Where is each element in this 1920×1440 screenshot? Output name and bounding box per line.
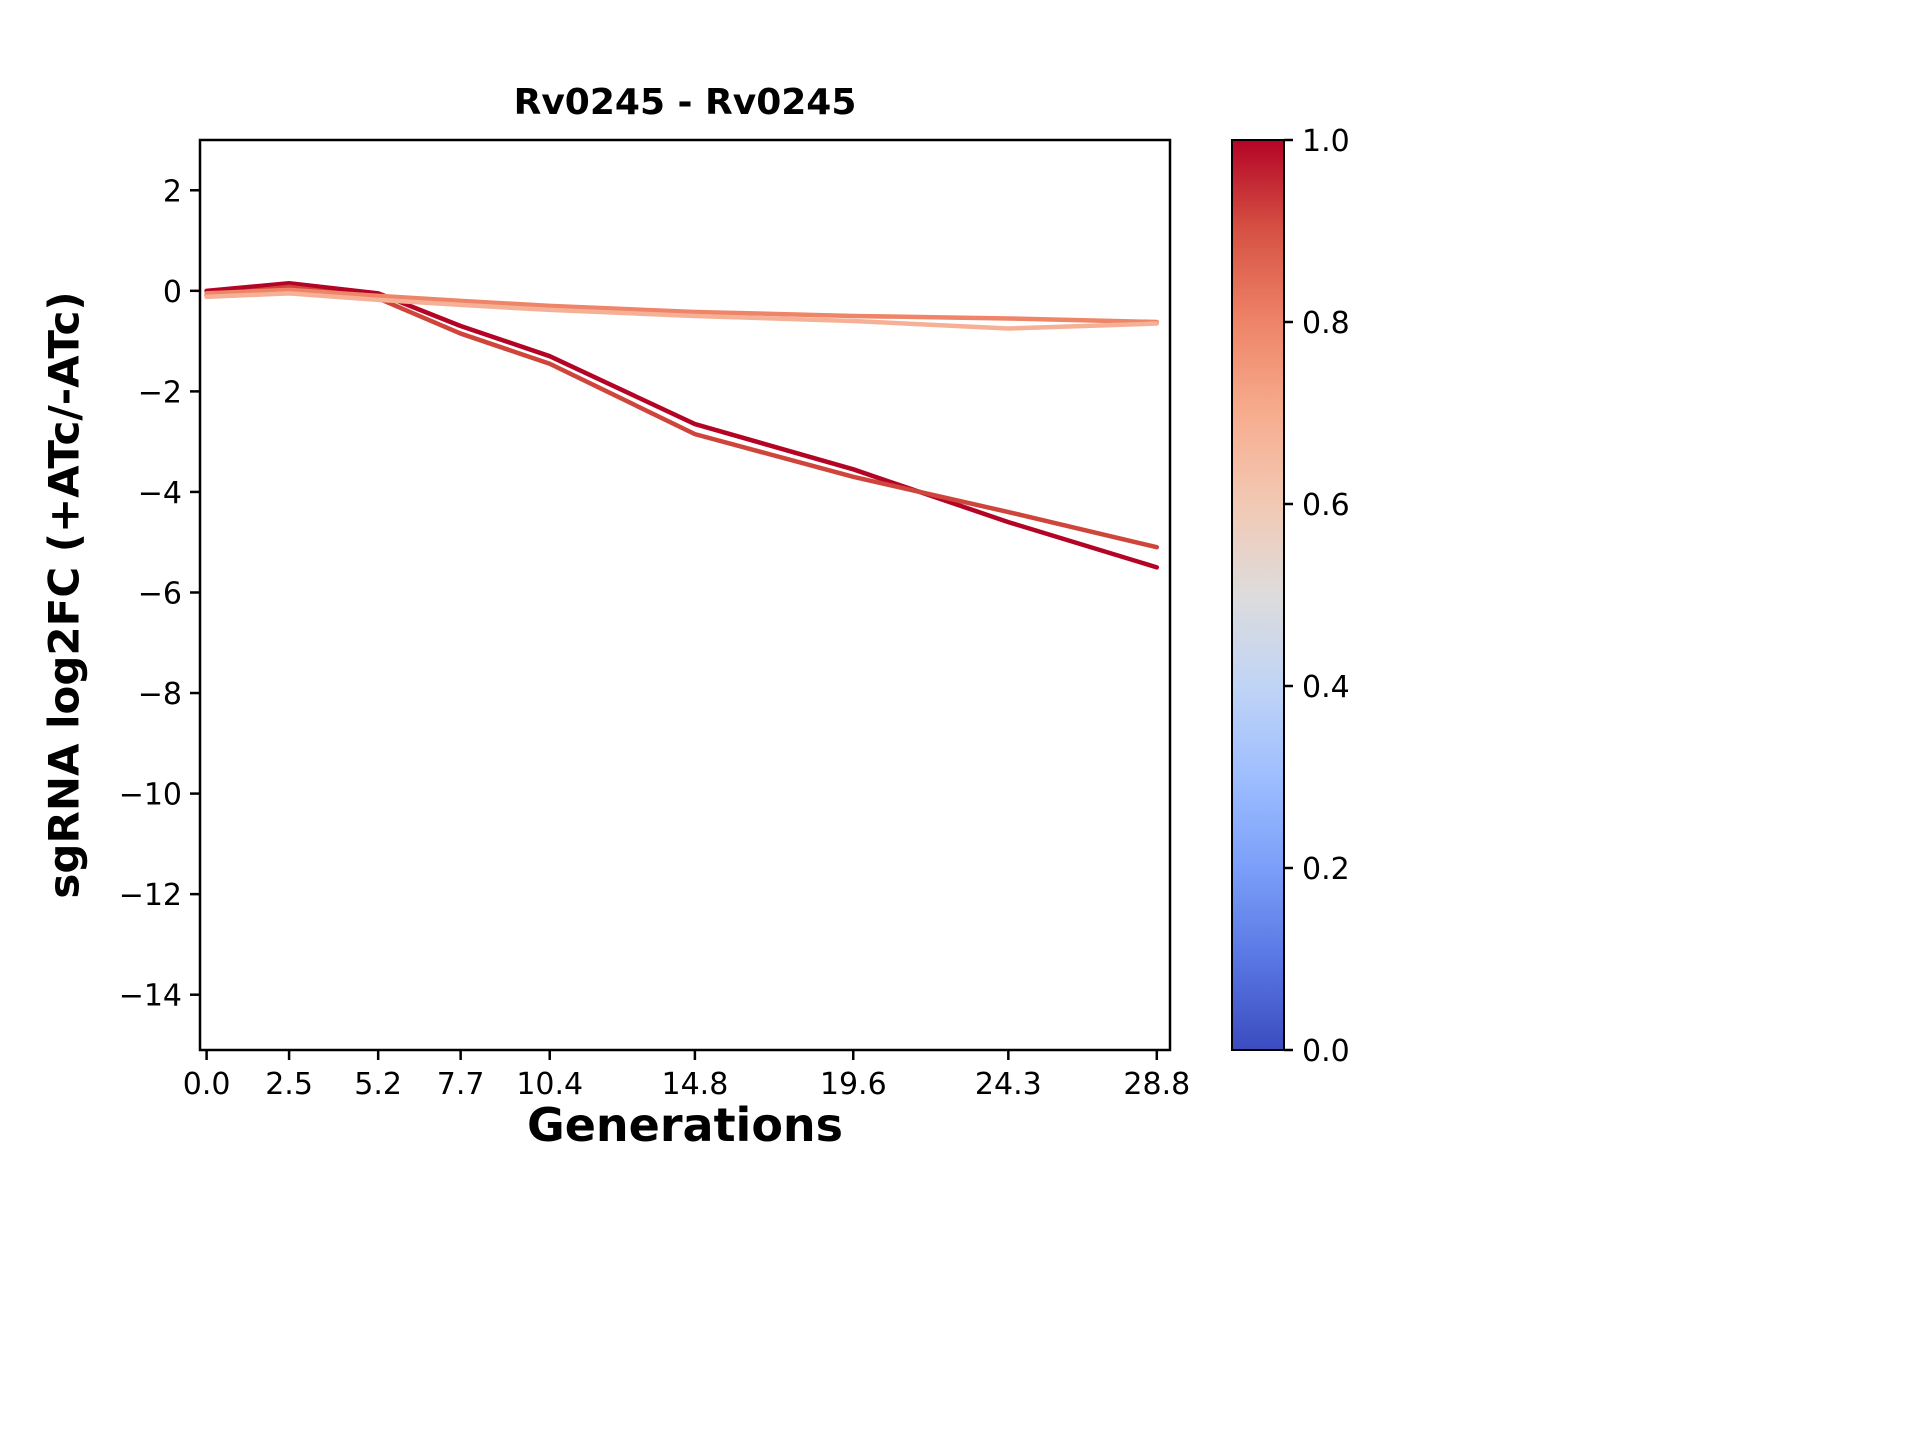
series-line: [204, 291, 1160, 331]
colorbar-tick-label: 0.4: [1302, 670, 1350, 705]
colorbar-tick-label: 0.6: [1302, 488, 1350, 523]
x-tick-label: 28.8: [1123, 1067, 1190, 1102]
x-tick-label: 24.3: [975, 1067, 1042, 1102]
series-line: [204, 287, 1160, 325]
x-axis-label: Generations: [526, 1098, 844, 1152]
x-tick-label: 0.0: [183, 1067, 231, 1102]
y-tick-label: −4: [138, 476, 182, 511]
y-tick-label: 2: [163, 174, 182, 209]
y-tick-label: −10: [119, 778, 182, 813]
chart-title: Rv0245 - Rv0245: [513, 82, 857, 123]
y-tick-label: −2: [138, 375, 182, 410]
y-tick-label: −12: [119, 878, 182, 913]
y-tick-label: −14: [119, 979, 182, 1014]
colorbar: [1231, 139, 1285, 1051]
y-tick-label: 0: [163, 275, 182, 310]
x-tick-label: 7.7: [437, 1067, 485, 1102]
axes-frame: [198, 138, 1172, 1052]
x-tick-label: 5.2: [354, 1067, 402, 1102]
x-tick-label: 19.6: [820, 1067, 887, 1102]
colorbar-tick-label: 0.8: [1302, 306, 1350, 341]
x-tick-label: 10.4: [516, 1067, 583, 1102]
x-tick-label: 14.8: [661, 1067, 728, 1102]
y-tick-label: −8: [138, 677, 182, 712]
y-tick-label: −6: [138, 576, 182, 611]
colorbar-tick-label: 1.0: [1302, 124, 1350, 159]
colorbar-tick-label: 0.0: [1302, 1034, 1350, 1069]
x-tick-label: 2.5: [265, 1067, 313, 1102]
colorbar-tick-label: 0.2: [1302, 852, 1350, 887]
series-line: [204, 281, 1160, 570]
